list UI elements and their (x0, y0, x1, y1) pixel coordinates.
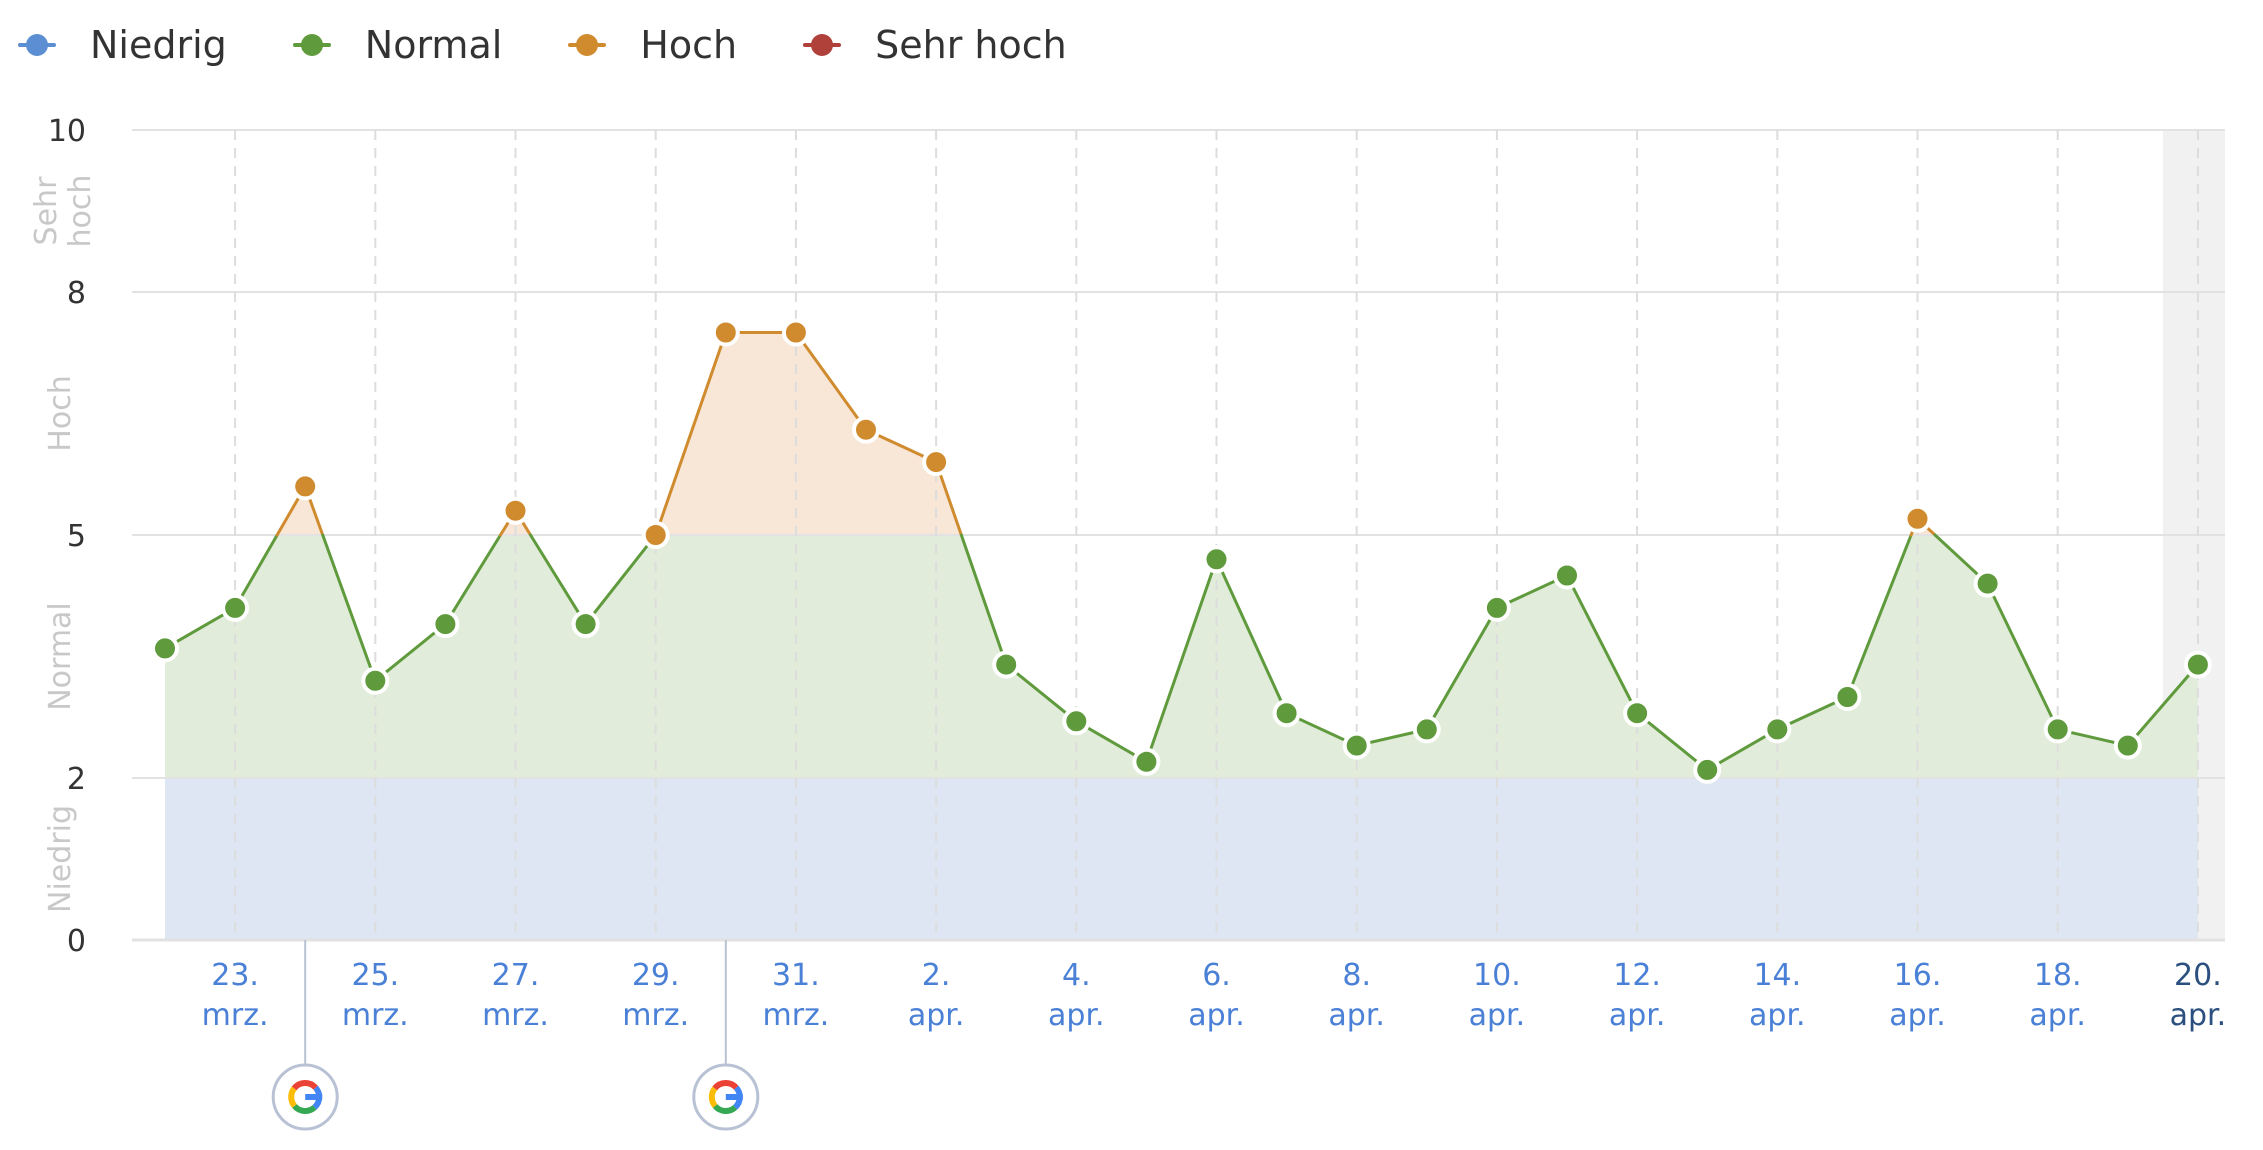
line-segment (1215, 557, 1289, 715)
data-point (1903, 504, 1932, 533)
legend-item-normal[interactable]: Normal (289, 23, 503, 67)
y-tick-label: 8 (67, 276, 86, 311)
line-segment (2126, 663, 2200, 748)
x-tick-label: 6. apr. (1188, 958, 1245, 1033)
data-point (992, 650, 1021, 679)
x-tick-label: 8. apr. (1328, 958, 1385, 1033)
data-point (922, 448, 951, 477)
y-tick-label: 10 (48, 114, 86, 149)
line-segment (321, 533, 377, 683)
line-segment (1004, 663, 1078, 723)
google-logo-bar (725, 1094, 743, 1100)
data-point (1973, 569, 2002, 598)
line-segment (233, 533, 279, 610)
data-point (1623, 699, 1652, 728)
data-point (852, 415, 880, 444)
data-point (2043, 715, 2072, 744)
data-point (291, 472, 320, 501)
data-point (1062, 707, 1091, 736)
data-point (1693, 755, 1722, 784)
legend: Niedrig Normal Hoch Sehr hoch (0, 0, 1129, 90)
data-point (1342, 731, 1371, 760)
x-tick-label: 29. mrz. (622, 958, 689, 1033)
line-segment (1144, 557, 1218, 764)
x-tick-label: 20. apr. (2170, 958, 2227, 1033)
x-tick-label: 14. apr. (1749, 958, 1806, 1033)
band-label-niedrig: Niedrig (43, 805, 78, 913)
line-segment (443, 533, 502, 626)
data-point (431, 610, 460, 639)
band-label-normal: Normal (43, 602, 78, 711)
data-point (1412, 715, 1441, 744)
data-point (1553, 561, 1581, 590)
x-tick-label: 4. apr. (1048, 958, 1105, 1033)
legend-item-hoch[interactable]: Hoch (564, 23, 737, 67)
legend-marker (564, 30, 610, 60)
line-segment (959, 533, 1008, 667)
data-point (1132, 747, 1161, 776)
legend-label: Niedrig (90, 23, 227, 67)
band-fill-hoch (165, 332, 2198, 535)
google-logo-arc (288, 1086, 297, 1108)
google-logo-icon[interactable] (692, 1063, 760, 1131)
x-tick-label: 12. apr. (1609, 958, 1666, 1033)
line-segment (584, 533, 658, 626)
google-logo-arc (291, 1080, 318, 1091)
x-tick-label: 2. apr. (908, 958, 965, 1033)
line-segment (1425, 606, 1499, 731)
legend-label: Normal (364, 23, 503, 67)
data-point (2183, 650, 2212, 679)
data-point (221, 593, 250, 622)
data-point (571, 610, 600, 639)
line-segment (1986, 582, 2060, 731)
legend-marker (14, 30, 60, 60)
x-tick-label: 16. apr. (1889, 958, 1946, 1033)
line-segment (529, 533, 588, 626)
google-logo-bar (305, 1094, 323, 1100)
x-tick-label: 23. mrz. (202, 958, 269, 1033)
data-point (711, 318, 740, 347)
x-tick-label: 27. mrz. (482, 958, 549, 1033)
x-tick-label: 25. mrz. (342, 958, 409, 1033)
google-logo-icon[interactable] (271, 1063, 339, 1131)
data-point (1272, 699, 1301, 728)
data-point (1833, 683, 1862, 711)
band-label-sehr-hoch: Sehrhoch (29, 175, 98, 248)
legend-item-sehr-hoch[interactable]: Sehr hoch (799, 23, 1067, 67)
google-logo-arc (708, 1086, 718, 1108)
legend-marker (799, 30, 845, 60)
line-segment (373, 622, 447, 683)
y-tick-label: 2 (67, 762, 86, 797)
line-segment (1635, 711, 1709, 772)
line-segment (654, 331, 728, 537)
data-point (151, 634, 179, 663)
data-point (361, 666, 390, 695)
data-point (641, 521, 670, 549)
google-logo-arc (292, 1103, 317, 1114)
data-point (1202, 545, 1231, 574)
y-tick-label: 5 (67, 519, 86, 554)
x-tick-label: 10. apr. (1469, 958, 1526, 1033)
line-segment (1845, 533, 1913, 699)
data-point (1482, 593, 1511, 622)
data-point (1763, 715, 1792, 744)
band-fill-niedrig (165, 778, 2198, 940)
x-tick-label: 31. mrz. (762, 958, 829, 1033)
band-label-hoch: Hoch (43, 375, 78, 451)
x-tick-label: 18. apr. (2029, 958, 2086, 1033)
legend-marker (289, 30, 335, 60)
legend-item-niedrig[interactable]: Niedrig (14, 23, 227, 67)
google-logo-arc (712, 1080, 739, 1091)
data-point (501, 496, 530, 525)
legend-label: Hoch (640, 23, 738, 67)
y-tick-label: 0 (67, 924, 86, 959)
line-segment (794, 331, 868, 432)
band-fill-sehr-hoch (165, 130, 2198, 292)
data-point (781, 318, 810, 347)
line-segment (1565, 574, 1639, 715)
google-logo-arc (712, 1103, 738, 1114)
data-point (2113, 731, 2142, 760)
legend-label: Sehr hoch (875, 23, 1067, 67)
